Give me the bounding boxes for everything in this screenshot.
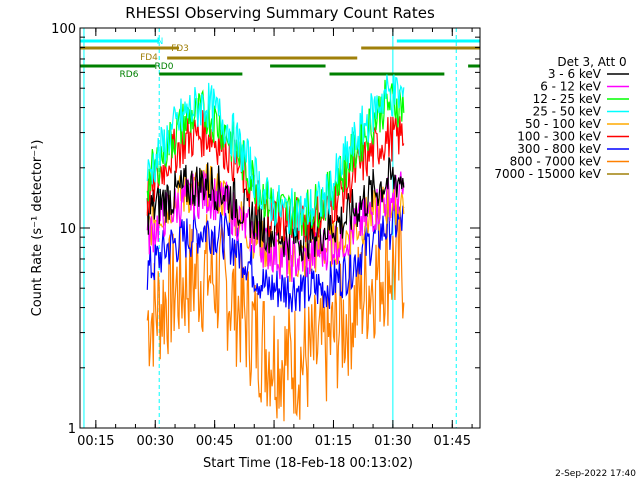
- y-tick-label-2: 100: [51, 22, 76, 37]
- state-bar-label-rd6: RD6: [120, 70, 139, 80]
- legend-label-2: 12 - 25 keV: [533, 92, 602, 106]
- footer-timestamp: 2-Sep-2022 17:40: [555, 469, 636, 479]
- legend-label-7: 800 - 7000 keV: [510, 155, 602, 169]
- y-tick-label-0: 1: [68, 422, 76, 437]
- y-tick-label-1: 10: [59, 222, 76, 237]
- state-bar-label-n: N: [157, 37, 164, 47]
- legend-label-8: 7000 - 15000 keV: [494, 167, 601, 181]
- x-tick-label-4: 01:15: [315, 434, 352, 449]
- legend-label-6: 300 - 800 keV: [517, 142, 601, 156]
- x-axis-label: Start Time (18-Feb-18 00:13:02): [203, 456, 413, 471]
- legend-label-3: 25 - 50 keV: [533, 105, 602, 119]
- x-tick-label-6: 01:45: [434, 434, 471, 449]
- series-line-3: [146, 74, 405, 237]
- legend-title: Det 3, Att 0: [557, 55, 626, 69]
- legend-label-4: 50 - 100 keV: [525, 117, 602, 131]
- state-bar-label-fd3: FD3: [171, 44, 189, 54]
- x-tick-label-3: 01:00: [255, 434, 292, 449]
- chart-title: RHESSI Observing Summary Count Rates: [125, 4, 435, 22]
- legend-label-1: 6 - 12 keV: [540, 80, 602, 94]
- legend-label-5: 100 - 300 keV: [517, 130, 601, 144]
- x-tick-label-1: 00:30: [137, 434, 174, 449]
- x-tick-label-0: 00:15: [77, 434, 114, 449]
- series-line-5: [146, 110, 405, 243]
- state-bar-label-rd0: RD0: [155, 62, 174, 72]
- x-tick-label-2: 00:45: [196, 434, 233, 449]
- state-bar-label-fd4: FD4: [140, 53, 158, 63]
- x-tick-label-5: 01:30: [374, 434, 411, 449]
- series-line-6: [146, 200, 405, 313]
- legend-label-0: 3 - 6 keV: [548, 67, 602, 81]
- y-axis-label: Count Rate (s⁻¹ detector⁻¹): [30, 140, 45, 317]
